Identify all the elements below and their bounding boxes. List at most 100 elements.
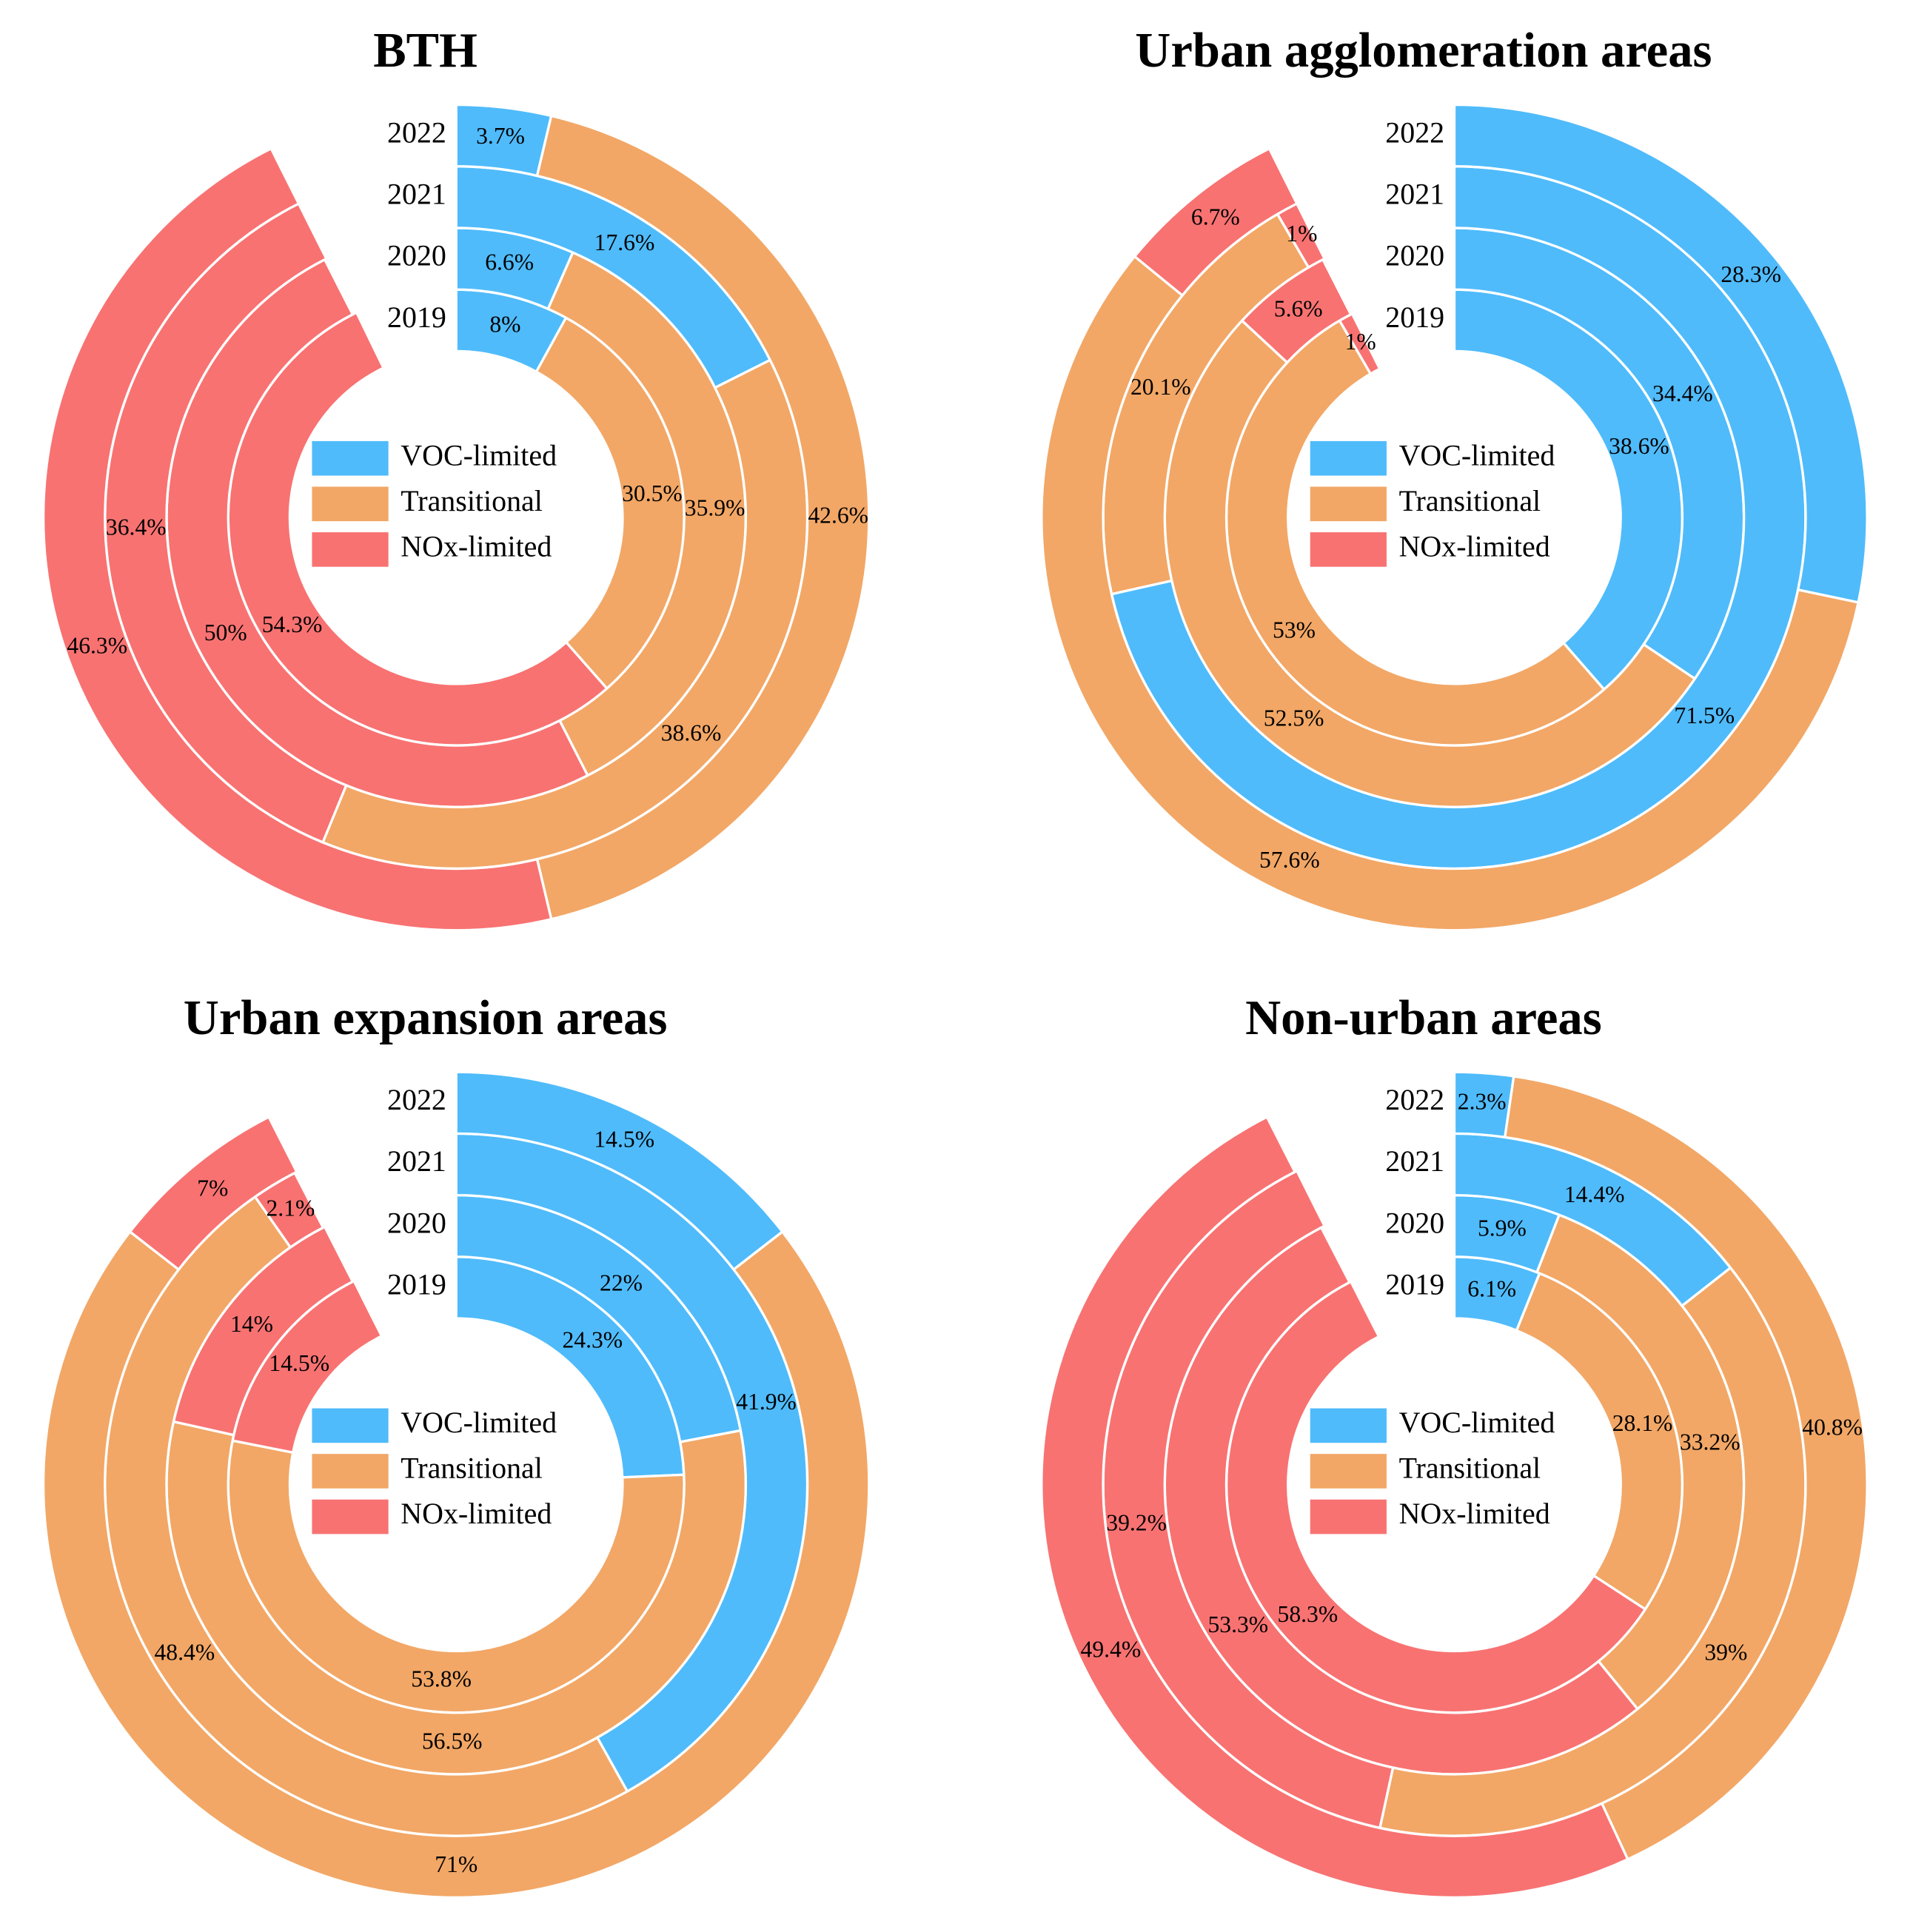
legend-label: NOx-limited	[1399, 1497, 1550, 1530]
data-label: 48.4%	[155, 1640, 215, 1666]
legend-swatch	[312, 532, 389, 567]
data-label: 17.6%	[594, 229, 655, 255]
legend-label: VOC-limited	[1399, 1406, 1555, 1439]
chart-title: Non-urban areas	[1245, 991, 1602, 1045]
data-label: 24.3%	[563, 1327, 623, 1353]
chart-title: BTH	[373, 24, 478, 78]
data-label: 58.3%	[1278, 1601, 1339, 1627]
data-label: 20.1%	[1130, 374, 1191, 400]
legend-swatch	[312, 1499, 389, 1534]
data-label: 33.2%	[1680, 1429, 1741, 1455]
data-label: 41.9%	[736, 1389, 797, 1415]
data-label: 6.1%	[1467, 1276, 1516, 1302]
data-label: 14.5%	[269, 1350, 329, 1376]
ring-label: 2019	[1385, 1268, 1444, 1301]
data-label: 36.4%	[106, 514, 167, 540]
data-label: 39%	[1704, 1640, 1747, 1666]
data-label: 46.3%	[67, 633, 127, 659]
ring-label: 2021	[1385, 1144, 1444, 1178]
legend-label: Transitional	[1399, 484, 1541, 517]
data-label: 40.8%	[1802, 1415, 1863, 1440]
data-label: 39.2%	[1106, 1509, 1167, 1535]
legend-swatch	[312, 440, 389, 476]
data-label: 7%	[197, 1175, 228, 1201]
data-label: 22%	[600, 1270, 643, 1296]
ring-label: 2022	[387, 1083, 446, 1116]
chart-title: Urban agglomeration areas	[1135, 24, 1712, 78]
data-label: 14.4%	[1564, 1181, 1625, 1207]
ring-label: 2022	[1385, 115, 1444, 149]
ring-label: 2021	[387, 1144, 446, 1178]
data-label: 14%	[230, 1311, 273, 1337]
data-label: 2.3%	[1458, 1088, 1507, 1114]
legend-label: NOx-limited	[401, 1497, 552, 1530]
data-label: 5.6%	[1274, 295, 1323, 321]
legend-swatch	[1310, 1454, 1387, 1489]
data-label: 53.3%	[1207, 1611, 1268, 1637]
legend-swatch	[312, 486, 389, 522]
data-label: 1%	[1345, 329, 1376, 355]
ring-segment	[1040, 255, 1860, 932]
data-label: 2.1%	[266, 1195, 315, 1221]
ring-segment	[1133, 147, 1299, 298]
chart-title: Urban expansion areas	[184, 991, 668, 1045]
data-label: 3.7%	[476, 123, 525, 149]
data-label: 1%	[1286, 221, 1317, 246]
data-label: 35.9%	[685, 494, 746, 520]
data-label: 14.5%	[594, 1127, 654, 1153]
data-label: 49.4%	[1081, 1637, 1142, 1663]
ring-label: 2019	[1385, 301, 1444, 334]
data-label: 6.7%	[1191, 204, 1240, 230]
data-label: 71.5%	[1674, 702, 1735, 728]
legend-label: NOx-limited	[401, 530, 552, 563]
ring-segment	[535, 114, 871, 921]
legend-swatch	[1310, 486, 1387, 522]
ring-label: 2020	[387, 239, 446, 272]
data-label: 6.6%	[485, 249, 534, 275]
legend-swatch	[1310, 532, 1387, 567]
legend-label: VOC-limited	[1399, 438, 1555, 472]
legend-label: NOx-limited	[1399, 530, 1550, 563]
data-label: 57.6%	[1259, 847, 1320, 873]
ring-label: 2022	[387, 115, 446, 149]
ring-label: 2020	[1385, 239, 1444, 272]
data-label: 53.8%	[411, 1666, 472, 1692]
data-label: 50%	[204, 620, 247, 645]
ring-label: 2021	[387, 177, 446, 210]
legend-label: Transitional	[1399, 1452, 1541, 1485]
legend-swatch	[312, 1454, 389, 1489]
ring-label: 2019	[387, 301, 446, 334]
data-label: 8%	[489, 311, 520, 337]
data-label: 56.5%	[422, 1728, 483, 1754]
legend-swatch	[1310, 1408, 1387, 1443]
data-label: 54.3%	[262, 611, 323, 637]
legend-swatch	[1310, 440, 1387, 476]
data-label: 53%	[1273, 617, 1316, 643]
data-label: 28.1%	[1612, 1410, 1673, 1436]
ring-segment	[41, 1230, 871, 1899]
data-label: 52.5%	[1264, 705, 1324, 731]
ring-label: 2021	[1385, 177, 1444, 210]
data-label: 38.6%	[661, 720, 722, 746]
ring-segment	[128, 1115, 299, 1272]
legend-label: Transitional	[401, 484, 543, 517]
data-label: 34.4%	[1652, 380, 1713, 406]
ring-label: 2019	[387, 1268, 446, 1301]
data-label: 28.3%	[1721, 261, 1781, 287]
data-label: 38.6%	[1609, 433, 1669, 459]
legend-label: VOC-limited	[401, 438, 557, 472]
legend-label: Transitional	[401, 1452, 543, 1485]
legend-swatch	[312, 1408, 389, 1443]
legend-swatch	[1310, 1499, 1387, 1534]
data-label: 42.6%	[808, 502, 868, 528]
data-label: 71%	[435, 1851, 478, 1877]
data-label: 5.9%	[1478, 1215, 1527, 1241]
ring-segment	[41, 147, 553, 932]
ring-label: 2020	[387, 1206, 446, 1239]
data-label: 30.5%	[622, 480, 683, 506]
ring-label: 2022	[1385, 1083, 1444, 1116]
ring-label: 2020	[1385, 1206, 1444, 1239]
ring-segment	[1503, 1075, 1869, 1862]
ring-segment	[1040, 1115, 1629, 1899]
